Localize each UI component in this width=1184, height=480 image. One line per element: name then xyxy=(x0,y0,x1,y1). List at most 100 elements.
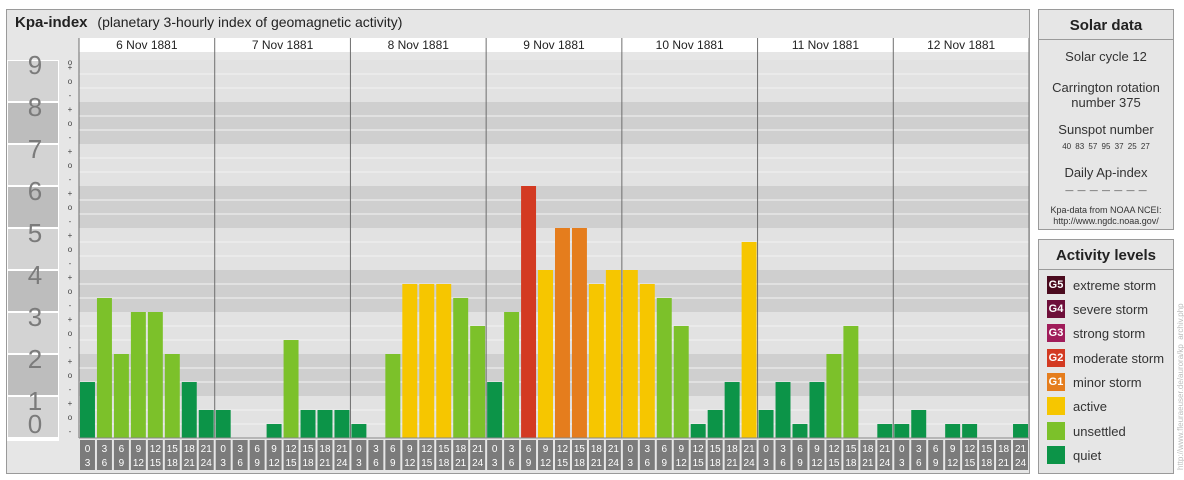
kp-bar xyxy=(707,409,723,438)
kp-bar xyxy=(911,409,927,438)
y-axis-band xyxy=(8,229,58,269)
hour-start-label: 9 xyxy=(271,444,277,455)
hour-start-label: 12 xyxy=(421,444,433,455)
hour-start-label: 9 xyxy=(136,444,142,455)
hour-start-label: 3 xyxy=(916,444,922,455)
level-g5: G5 extreme storm xyxy=(1047,275,1156,295)
hour-end-label: 9 xyxy=(661,458,667,469)
hour-start-label: 9 xyxy=(950,444,956,455)
y-subtick-label: - xyxy=(69,91,72,100)
hour-end-label: 21 xyxy=(862,458,874,469)
hour-start-label: 12 xyxy=(557,444,569,455)
kp-bar xyxy=(487,382,503,438)
hour-start-label: 12 xyxy=(828,444,840,455)
level-g1: G1 minor storm xyxy=(1047,372,1142,392)
hour-end-label: 9 xyxy=(119,458,125,469)
hour-end-label: 21 xyxy=(184,458,196,469)
y-tick-label: 4 xyxy=(28,260,42,290)
y-axis-band xyxy=(8,61,58,101)
y-subtick-label: + xyxy=(68,231,73,240)
y-axis-band xyxy=(8,145,58,185)
hour-start-label: 9 xyxy=(678,444,684,455)
hour-end-label: 21 xyxy=(591,458,603,469)
hour-box xyxy=(877,440,893,470)
hour-end-label: 6 xyxy=(509,458,515,469)
day-label: 8 Nov 1881 xyxy=(388,38,450,52)
kp-bar xyxy=(945,424,961,438)
hour-start-label: 3 xyxy=(237,444,243,455)
level-label: strong storm xyxy=(1073,325,1146,341)
hour-box xyxy=(673,440,689,470)
kp-bar xyxy=(266,424,282,438)
hour-box xyxy=(928,440,944,470)
hour-end-label: 6 xyxy=(645,458,651,469)
hour-end-label: 3 xyxy=(85,458,91,469)
hour-end-label: 24 xyxy=(744,458,756,469)
hour-box xyxy=(571,440,587,470)
hour-start-label: 18 xyxy=(998,444,1010,455)
hour-box xyxy=(945,440,961,470)
kp-bar xyxy=(504,312,520,438)
hour-box xyxy=(826,440,842,470)
kp-bar xyxy=(80,382,95,438)
kp-bar xyxy=(334,409,350,438)
hour-end-label: 15 xyxy=(693,458,705,469)
hour-box xyxy=(962,440,978,470)
hour-end-label: 21 xyxy=(455,458,467,469)
chart-title: Kpa-index xyxy=(15,14,88,31)
ap-label: Daily Ap-index xyxy=(1064,165,1148,180)
sunspot-label: Sunspot number xyxy=(1058,122,1154,137)
hour-start-label: 12 xyxy=(285,444,297,455)
kp-bar xyxy=(571,228,587,438)
level-swatch: G1 xyxy=(1047,373,1065,391)
carrington-line-1: Carrington rotation xyxy=(1052,80,1160,95)
y-subtick-label: - xyxy=(69,301,72,310)
hour-box xyxy=(1013,440,1028,470)
y-subtick-label: o xyxy=(68,203,73,212)
hour-start-label: 21 xyxy=(1015,444,1027,455)
hour-end-label: 12 xyxy=(947,458,959,469)
kp-bar xyxy=(588,283,604,438)
hour-box xyxy=(979,440,995,470)
carrington-rotation: Carrington rotation number 375 xyxy=(1039,80,1173,110)
hour-start-label: 3 xyxy=(780,444,786,455)
level-swatch xyxy=(1047,422,1065,440)
day-label: 9 Nov 1881 xyxy=(523,38,585,52)
hour-end-label: 3 xyxy=(899,458,905,469)
data-source: Kpa-data from NOAA NCEI: http://www.ngdc… xyxy=(1039,205,1173,227)
hour-end-label: 18 xyxy=(845,458,857,469)
hour-box xyxy=(521,440,537,470)
level-g3: G3 strong storm xyxy=(1047,323,1145,343)
hour-start-label: 15 xyxy=(167,444,179,455)
hour-box xyxy=(368,440,384,470)
hour-start-label: 12 xyxy=(150,444,162,455)
hour-end-label: 15 xyxy=(285,458,297,469)
hour-box xyxy=(792,440,808,470)
solar-data-panel: Solar data Solar cycle 12 Carrington rot… xyxy=(1038,9,1174,230)
hour-start-label: 6 xyxy=(390,444,396,455)
ap-values: — — — — — — — xyxy=(1065,186,1147,195)
hour-box xyxy=(707,440,723,470)
hour-box xyxy=(639,440,655,470)
hour-box xyxy=(555,440,570,470)
hour-start-label: 12 xyxy=(964,444,976,455)
kp-band xyxy=(79,102,1029,144)
hour-start-label: 0 xyxy=(85,444,91,455)
hour-box xyxy=(622,440,638,470)
hour-end-label: 12 xyxy=(269,458,281,469)
data-source-url: http://www.ngdc.noaa.gov/ xyxy=(1053,216,1159,226)
hour-box xyxy=(911,440,927,470)
hour-box xyxy=(809,440,825,470)
kp-bar xyxy=(741,241,757,438)
y-subtick-label: + xyxy=(68,63,73,72)
kp-bar xyxy=(521,186,537,438)
y-axis-band xyxy=(8,397,58,437)
hour-start-label: 18 xyxy=(862,444,874,455)
activity-levels-title: Activity levels xyxy=(1039,240,1173,270)
y-subtick-label: - xyxy=(69,175,72,184)
kp-bar xyxy=(385,354,401,438)
y-axis-band xyxy=(8,103,58,143)
hour-start-label: 21 xyxy=(472,444,484,455)
hour-end-label: 6 xyxy=(102,458,108,469)
hour-start-label: 0 xyxy=(492,444,498,455)
